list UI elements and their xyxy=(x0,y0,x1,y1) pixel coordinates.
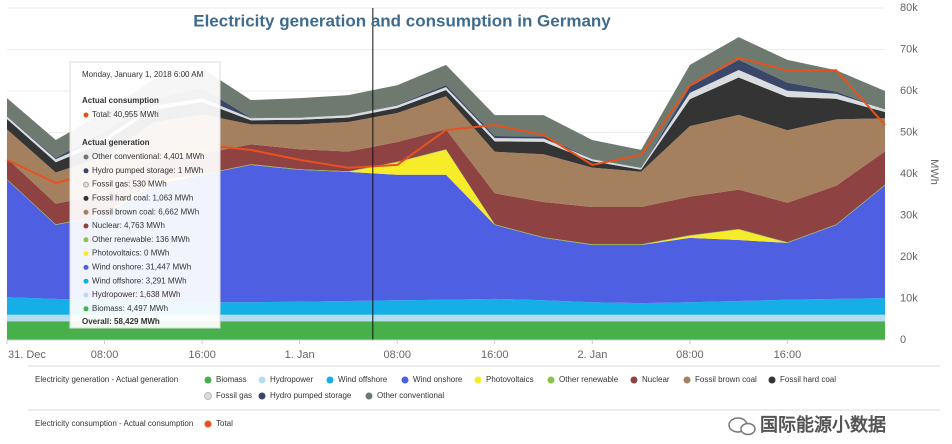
x-tick-label: 2. Jan xyxy=(577,349,607,361)
x-tick-label: 1. Jan xyxy=(285,349,315,361)
legend: Biomass Hydropower Wind offshore Wind onsho… xyxy=(204,375,836,428)
legend-title: Electricity generation - Actual generati… xyxy=(35,375,178,384)
tooltip-marker xyxy=(83,112,89,118)
tooltip-item: Other conventional: 4,401 MWh xyxy=(92,152,205,161)
tooltip-item: Biomass: 4,497 MWh xyxy=(92,304,168,313)
area xyxy=(7,149,885,245)
legend-marker xyxy=(683,376,691,384)
tooltip-item: Fossil brown coal: 6,662 MWh xyxy=(92,207,199,216)
y-tick-label: 80k xyxy=(900,2,918,14)
tooltip-heading: Actual consumption xyxy=(82,96,159,105)
legend-label: Biomass xyxy=(216,375,247,384)
tooltip-item: Photovoltaics: 0 MWh xyxy=(92,249,169,258)
tooltip-item: Nuclear: 4,763 MWh xyxy=(92,221,165,230)
area xyxy=(7,96,885,207)
tooltip-item: Total: 40,955 MWh xyxy=(92,110,159,119)
tooltip-item: Wind offshore: 3,291 MWh xyxy=(92,276,187,285)
area xyxy=(7,314,885,322)
legend-label: Hydropower xyxy=(270,375,313,384)
legend-label: Hydro pumped storage xyxy=(270,391,352,400)
x-tick-label: 16:00 xyxy=(774,349,802,361)
tooltip-marker xyxy=(83,292,89,298)
tooltip-item: Wind onshore: 31,447 MWh xyxy=(92,263,191,272)
legend-label: Photovoltaics xyxy=(486,375,534,384)
y-tick-label: 60k xyxy=(900,85,918,97)
watermark: 国际能源小数据 xyxy=(760,414,886,435)
chart-title: Electricity generation and consumption i… xyxy=(193,11,611,30)
tooltip-marker xyxy=(83,251,89,257)
legend-label: Wind onshore xyxy=(413,375,463,384)
legend-label: Other renewable xyxy=(559,375,619,384)
tooltip-marker xyxy=(83,154,89,160)
tooltip-date: Monday, January 1, 2018 6:00 AM xyxy=(82,70,204,79)
area xyxy=(7,164,885,304)
legend-label: Fossil hard coal xyxy=(780,375,836,384)
legend-label: Total xyxy=(216,419,233,428)
y-tick-label: 20k xyxy=(900,251,918,263)
tooltip-marker xyxy=(83,181,89,188)
x-tick-label: 08:00 xyxy=(91,349,119,361)
x-tick-label: 08:00 xyxy=(383,349,411,361)
axes: 0 10k 20k 30k 40k 50k 60k 70k 80k 31. Dec 08:00 16:… xyxy=(6,2,918,361)
tooltip-item: Fossil gas: 530 MWh xyxy=(92,180,167,189)
tooltip: Monday, January 1, 2018 6:00 AM Actual c… xyxy=(69,61,221,329)
watermark-icon xyxy=(728,417,756,436)
legend-marker xyxy=(547,376,555,384)
legend-marker xyxy=(768,376,776,384)
legend-label: Other conventional xyxy=(377,391,444,400)
legend-label: Nuclear xyxy=(642,375,670,384)
tooltip-marker xyxy=(83,237,89,243)
area xyxy=(7,321,885,340)
tooltip-marker xyxy=(83,195,89,201)
legend-marker xyxy=(326,376,334,384)
legend-label: Wind offshore xyxy=(338,375,388,384)
tooltip-item: Hydro pumped storage: 1 MWh xyxy=(92,166,203,175)
tooltip-marker xyxy=(83,223,89,229)
x-tick-label: 31. Dec xyxy=(8,349,46,361)
tooltip-marker xyxy=(83,168,89,174)
legend-marker xyxy=(474,376,482,384)
tooltip-marker xyxy=(83,264,89,270)
legend-marker xyxy=(204,420,212,428)
area xyxy=(7,77,885,173)
y-tick-label: 30k xyxy=(900,209,918,221)
legend-marker xyxy=(258,376,266,384)
tooltip-overall: Overall: 58,429 MWh xyxy=(82,317,160,326)
legend-label: Fossil gas xyxy=(216,391,252,400)
legend-marker xyxy=(204,392,212,400)
x-tick-label: 16:00 xyxy=(481,349,509,361)
tooltip-marker xyxy=(83,278,89,284)
legend-marker xyxy=(258,392,266,400)
legend-label: Fossil brown coal xyxy=(695,375,757,384)
tooltip-item: Fossil hard coal: 1,063 MWh xyxy=(92,194,193,203)
legend-marker xyxy=(630,376,638,384)
area xyxy=(7,129,885,245)
tooltip-marker xyxy=(83,209,89,215)
y-tick-label: 10k xyxy=(900,292,918,304)
tooltip-marker xyxy=(83,306,89,312)
area xyxy=(7,297,885,315)
legend-marker xyxy=(401,376,409,384)
areas xyxy=(7,37,885,340)
legend-marker xyxy=(204,376,212,384)
area xyxy=(7,70,885,170)
y-tick-label: 0 xyxy=(900,334,906,346)
legend-marker xyxy=(365,392,373,400)
x-tick-label: 08:00 xyxy=(676,349,704,361)
y-tick-label: 50k xyxy=(900,126,918,138)
tooltip-item: Other renewable: 136 MWh xyxy=(92,235,190,244)
tooltip-heading: Actual generation xyxy=(82,138,150,147)
legend-title: Electricity consumption - Actual consump… xyxy=(35,419,193,428)
tooltip-item: Hydropower: 1,638 MWh xyxy=(92,290,180,299)
y-tick-label: 40k xyxy=(900,168,918,180)
y-tick-label: 70k xyxy=(900,43,918,55)
tooltip-box xyxy=(69,61,221,329)
y-axis-label: MWh xyxy=(928,159,940,185)
x-tick-label: 16:00 xyxy=(188,349,216,361)
icon-part xyxy=(740,422,756,436)
